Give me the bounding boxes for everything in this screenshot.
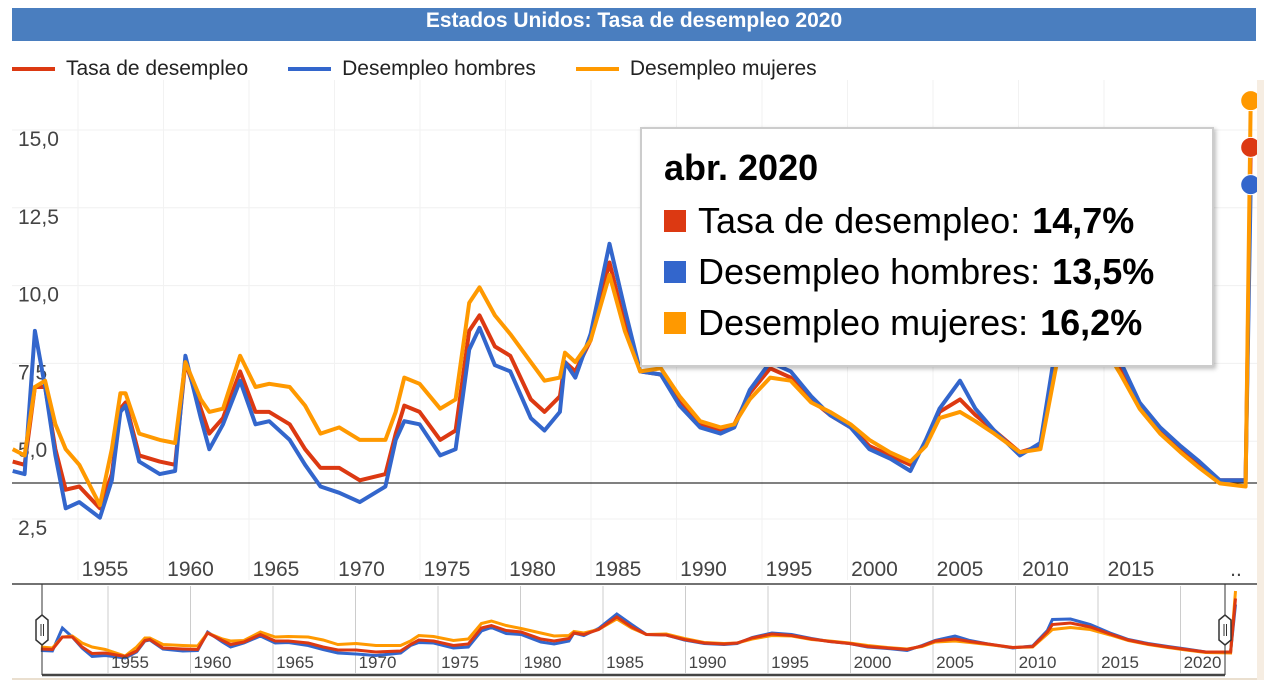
nav-tick-label: 2020 — [1184, 653, 1222, 672]
nav-series-line-0 — [40, 598, 1237, 659]
nav-tick-label: 1995 — [771, 653, 809, 672]
x-tick-label: 1955 — [82, 558, 129, 581]
tooltip-date: abr. 2020 — [664, 147, 819, 188]
nav-tick-label: 1990 — [689, 653, 727, 672]
tooltip-label: Desempleo hombres: — [698, 250, 1041, 292]
legend-item-women[interactable]: Desempleo mujeres — [575, 57, 817, 81]
x-tick-label: 1965 — [253, 558, 300, 581]
legend: Tasa de desempleo Desempleo hombres Dese… — [12, 54, 857, 84]
x-tick-label: 1975 — [424, 558, 471, 581]
nav-tick-label: 2000 — [854, 653, 892, 672]
x-tick-label: 1990 — [680, 558, 727, 581]
y-tick-label: 5,0 — [18, 439, 47, 462]
navigator-right-handle[interactable] — [1218, 614, 1232, 646]
x-tick-label: 2005 — [937, 558, 984, 581]
y-tick-label: 2,5 — [18, 517, 47, 540]
x-tick-label: 1980 — [509, 558, 556, 581]
y-tick-label: 12,5 — [18, 206, 59, 229]
x-tick-label: 2010 — [1022, 558, 1069, 581]
x-tick-label: 1970 — [338, 558, 385, 581]
x-tick-label: 2000 — [851, 558, 898, 581]
y-axis-ticks: 2,55,07,510,012,515,0 — [18, 128, 59, 540]
tooltip-value: 13,5% — [1052, 250, 1155, 292]
tooltip-value: 16,2% — [1040, 301, 1143, 343]
tooltip-row-women: Desempleo mujeres: 16,2% — [664, 297, 1212, 348]
y-tick-label: 15,0 — [18, 128, 59, 151]
nav-tick-label: 2010 — [1019, 653, 1057, 672]
series-line-2 — [11, 100, 1253, 508]
legend-swatch-men — [288, 67, 332, 71]
nav-tick-label: 1965 — [276, 653, 314, 672]
navigator-left-handle[interactable] — [35, 614, 49, 646]
right-scrollbar-edge — [1257, 80, 1264, 680]
legend-swatch-total — [12, 67, 55, 71]
nav-tick-label: 1980 — [524, 653, 562, 672]
tooltip-label: Tasa de desempleo: — [698, 199, 1021, 241]
x-tick-label: .. — [1230, 558, 1242, 581]
tooltip-swatch — [664, 311, 686, 334]
tooltip-swatch — [664, 209, 686, 232]
tooltip-row-total: Tasa de desempleo: 14,7% — [664, 195, 1212, 246]
chart-title: Estados Unidos: Tasa de desempleo 2020 — [12, 8, 1256, 41]
tooltip-value: 14,7% — [1032, 199, 1135, 241]
x-tick-label: 1985 — [595, 558, 642, 581]
legend-label: Tasa de desempleo — [66, 57, 249, 80]
legend-item-total[interactable]: Tasa de desempleo — [12, 57, 248, 81]
x-tick-label: 1995 — [766, 558, 813, 581]
tooltip-label: Desempleo mujeres: — [698, 301, 1029, 343]
nav-tick-label: 2005 — [936, 653, 974, 672]
tooltip-row-men: Desempleo hombres: 13,5% — [664, 246, 1212, 297]
series-lines — [11, 100, 1253, 520]
x-tick-label: 2015 — [1108, 558, 1155, 581]
tooltip-swatch — [664, 260, 686, 283]
y-tick-label: 10,0 — [18, 284, 59, 307]
range-navigator[interactable]: 1955 1960 1965 1970 1975 1980 1985 1990 1995 2000… — [12, 583, 1257, 680]
legend-label: Desempleo hombres — [342, 57, 536, 80]
nav-tick-label: 1975 — [441, 653, 479, 672]
legend-label: Desempleo mujeres — [629, 57, 817, 80]
nav-tick-label: 1985 — [606, 653, 644, 672]
nav-tick-label: 1960 — [194, 653, 232, 672]
x-tick-label: 1960 — [167, 558, 214, 581]
legend-item-men[interactable]: Desempleo hombres — [288, 57, 536, 81]
tooltip: abr. 2020 Tasa de desempleo: 14,7% Desemp… — [640, 127, 1214, 367]
nav-tick-label: 1970 — [359, 653, 397, 672]
nav-tick-label: 1955 — [111, 653, 149, 672]
legend-swatch-women — [575, 67, 619, 71]
x-axis-ticks: 1955 1960 1965 1970 1975 1980 1985 1990 1995 2000… — [82, 558, 1242, 581]
nav-tick-label: 2015 — [1101, 653, 1139, 672]
